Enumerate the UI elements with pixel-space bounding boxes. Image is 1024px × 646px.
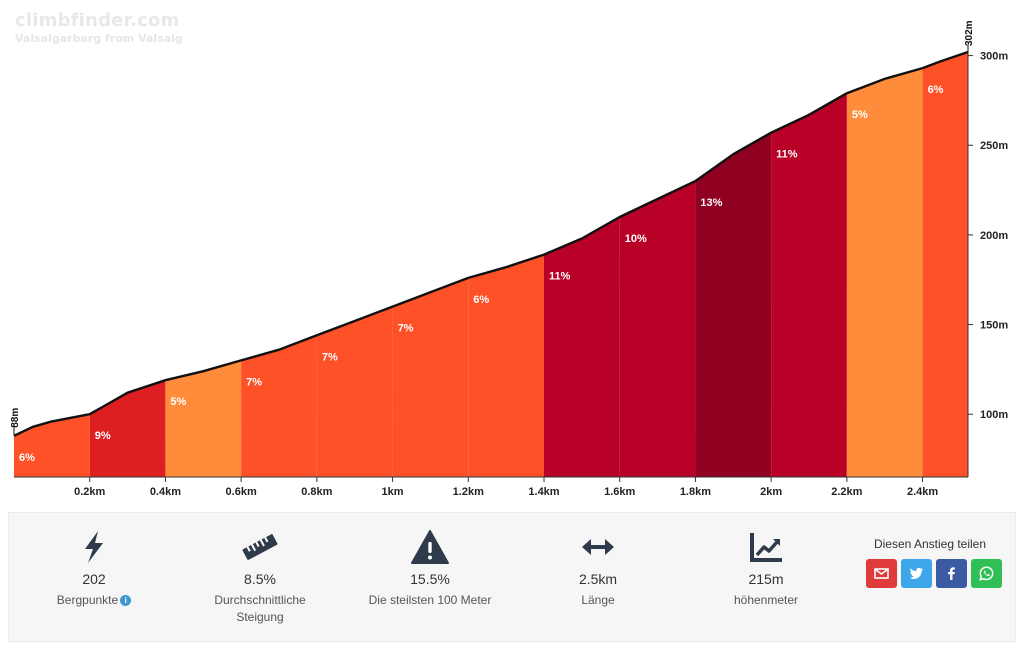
share-facebook-button[interactable] bbox=[936, 559, 967, 588]
x-tick-label: 0.6km bbox=[226, 486, 257, 498]
grade-label-11: 11% bbox=[776, 149, 798, 161]
segment-area-6 bbox=[392, 277, 469, 477]
trend-chart-icon bbox=[750, 533, 782, 562]
grade-label-2: 9% bbox=[95, 430, 111, 442]
brand-subtitle: Valsalgarberg from Valsalg bbox=[15, 32, 183, 45]
steepest-100m-value: 15.5% bbox=[410, 571, 450, 587]
segment-area-12 bbox=[846, 68, 923, 477]
grade-label-7: 6% bbox=[473, 294, 489, 306]
share-email-button[interactable] bbox=[866, 559, 897, 588]
segment-area-1 bbox=[14, 414, 90, 477]
grade-label-9: 10% bbox=[625, 233, 647, 245]
segment-area-10 bbox=[695, 132, 772, 477]
email-icon bbox=[874, 568, 889, 579]
segment-area-11 bbox=[771, 93, 847, 477]
y-tick-label: 250m bbox=[980, 140, 1008, 152]
x-tick-label: 2.4km bbox=[907, 486, 938, 498]
grade-label-12: 5% bbox=[852, 109, 868, 121]
x-tick-label: 1.2km bbox=[453, 486, 484, 498]
bergpunkte-value: 202 bbox=[82, 571, 106, 587]
lightning-icon bbox=[85, 531, 103, 563]
end-elevation-label: 302m bbox=[964, 20, 975, 46]
x-tick-label: 0.4km bbox=[150, 486, 181, 498]
segment-area-7 bbox=[468, 254, 544, 477]
elevation-profile-chart: 6% 9% 5% 7% 7% 7% 6% 11% 10% 13% 11% 5% 6% 0.2km 0.4km… bbox=[10, 20, 1008, 498]
segment-area-8 bbox=[544, 217, 620, 477]
share-twitter-button[interactable] bbox=[901, 559, 932, 588]
facebook-icon bbox=[948, 567, 955, 580]
segment-area-5 bbox=[316, 306, 393, 477]
share-title: Diesen Anstieg teilen bbox=[873, 537, 987, 551]
segment-area-3 bbox=[165, 360, 242, 477]
grade-label-10: 13% bbox=[700, 197, 722, 209]
x-tick-label: 2.2km bbox=[831, 486, 862, 498]
profile-line bbox=[13, 50, 969, 437]
y-tick-label: 300m bbox=[980, 51, 1008, 63]
warning-icon bbox=[411, 530, 449, 564]
y-tick-label: 150m bbox=[980, 320, 1008, 332]
x-tick-label: 0.2km bbox=[74, 486, 105, 498]
bergpunkte-label: Bergpunkte bbox=[56, 593, 119, 607]
grade-label-6: 7% bbox=[398, 323, 414, 335]
y-tick-label: 200m bbox=[980, 230, 1008, 242]
x-tick-label: 2km bbox=[760, 486, 782, 498]
grade-label-1: 6% bbox=[19, 452, 35, 464]
grade-label-13: 6% bbox=[928, 84, 944, 96]
elevation-gain-value: 215m bbox=[748, 571, 784, 587]
x-tick-label: 0.8km bbox=[301, 486, 332, 498]
climb-stats-panel: 202 Bergpunkte i 8.5% Durchschnittliche S… bbox=[8, 512, 1016, 642]
segment-area-9 bbox=[619, 181, 696, 477]
y-tick-label: 100m bbox=[980, 409, 1008, 421]
share-whatsapp-button[interactable] bbox=[971, 559, 1002, 588]
average-gradient-label: Durchschnittliche Steigung bbox=[214, 593, 306, 624]
steepest-100m-label: Die steilsten 100 Meter bbox=[368, 593, 492, 607]
x-tick-label: 1.6km bbox=[604, 486, 635, 498]
length-value: 2.5km bbox=[578, 571, 618, 587]
twitter-icon bbox=[909, 567, 923, 579]
share-section: Diesen Anstieg teilen bbox=[861, 537, 1023, 588]
start-elevation-label: 88m bbox=[10, 408, 21, 428]
arrows-horizontal-icon bbox=[582, 539, 614, 555]
grade-label-4: 7% bbox=[246, 376, 262, 388]
x-tick-label: 1.8km bbox=[680, 486, 711, 498]
grade-label-5: 7% bbox=[322, 351, 338, 363]
info-icon[interactable]: i bbox=[120, 595, 132, 606]
brand-watermark: climbfinder.com Valsalgarberg from Valsa… bbox=[15, 10, 183, 45]
whatsapp-icon bbox=[979, 566, 994, 581]
segment-area-2 bbox=[89, 380, 166, 477]
grade-label-3: 5% bbox=[170, 396, 186, 408]
length-label: Länge bbox=[581, 593, 615, 607]
x-tick-label: 1.4km bbox=[528, 486, 559, 498]
brand-title: climbfinder.com bbox=[15, 10, 180, 31]
grade-label-8: 11% bbox=[549, 271, 571, 283]
segment-area-4 bbox=[241, 335, 317, 477]
elevation-gain-label: höhenmeter bbox=[733, 593, 799, 607]
x-tick-label: 1km bbox=[382, 486, 404, 498]
segment-area-13 bbox=[922, 52, 968, 477]
ruler-icon bbox=[242, 534, 278, 560]
average-gradient-value: 8.5% bbox=[244, 571, 276, 587]
